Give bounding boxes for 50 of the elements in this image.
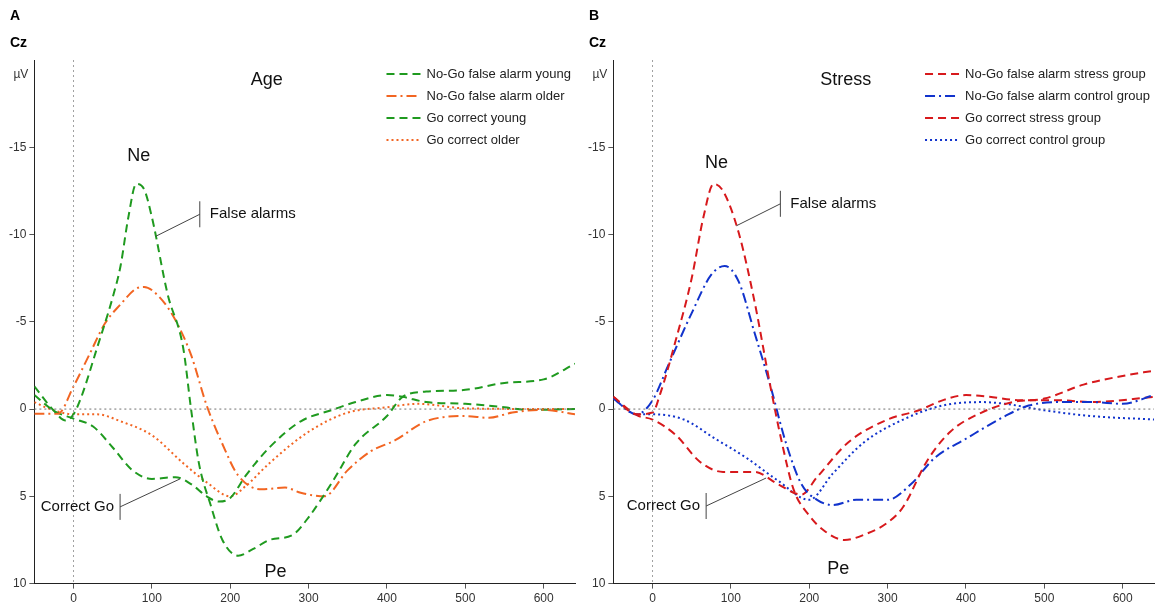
- legend-label: No-Go false alarm young: [426, 65, 571, 81]
- legend-label: Go correct older: [426, 131, 521, 147]
- text: Age: [250, 68, 283, 89]
- annotation: False alarms: [209, 204, 296, 222]
- y-tick-label: -15: [588, 139, 606, 154]
- x-tick-label: 500: [1034, 591, 1055, 606]
- y-tick-label: 0: [598, 401, 606, 416]
- y-tick-label: 5: [19, 488, 27, 503]
- annotation: False alarms: [790, 193, 877, 211]
- x-tick-label: 500: [455, 591, 476, 606]
- annotation: Ne: [705, 152, 729, 173]
- text: Stress: [820, 68, 872, 89]
- y-axis-title: µV: [13, 67, 29, 82]
- y-tick-label: -15: [9, 139, 27, 154]
- legend-label: No-Go false alarm control group: [965, 87, 1151, 103]
- annotation: Ne: [127, 144, 151, 165]
- text: Cz: [10, 33, 28, 50]
- x-tick-label: 400: [955, 591, 977, 606]
- legend-label: Go correct control group: [965, 131, 1106, 147]
- legend-label: Go correct young: [426, 109, 527, 125]
- x-tick-label: 300: [877, 591, 898, 606]
- annotation: Pe: [264, 560, 287, 581]
- y-tick-label: 10: [591, 575, 606, 590]
- y-tick-label: 10: [12, 575, 27, 590]
- annotation: Correct Go: [40, 497, 115, 515]
- y-tick-label: -5: [594, 314, 606, 329]
- y-tick-label: -10: [588, 226, 606, 241]
- x-tick-label: 600: [533, 591, 554, 606]
- legend-label: No-Go false alarm older: [426, 87, 566, 103]
- y-tick-label: -10: [9, 226, 27, 241]
- x-tick-label: 300: [298, 591, 319, 606]
- text: Cz: [589, 33, 607, 50]
- y-axis-title: µV: [592, 67, 608, 82]
- annotation: Correct Go: [626, 496, 701, 514]
- text: B: [589, 6, 600, 23]
- legend-label: Go correct stress group: [965, 109, 1101, 125]
- x-tick-label: 200: [220, 591, 241, 606]
- x-tick-label: 400: [376, 591, 398, 606]
- annotation: Pe: [827, 558, 850, 579]
- x-tick-label: 0: [70, 591, 78, 606]
- y-tick-label: 5: [598, 488, 606, 503]
- legend-label: No-Go false alarm stress group: [965, 65, 1146, 81]
- x-tick-label: 100: [141, 591, 163, 606]
- text: A: [10, 6, 21, 23]
- x-tick-label: 600: [1112, 591, 1133, 606]
- x-tick-label: 100: [720, 591, 742, 606]
- x-tick-label: 0: [649, 591, 657, 606]
- y-tick-label: -5: [15, 314, 27, 329]
- x-tick-label: 200: [799, 591, 820, 606]
- y-tick-label: 0: [19, 401, 27, 416]
